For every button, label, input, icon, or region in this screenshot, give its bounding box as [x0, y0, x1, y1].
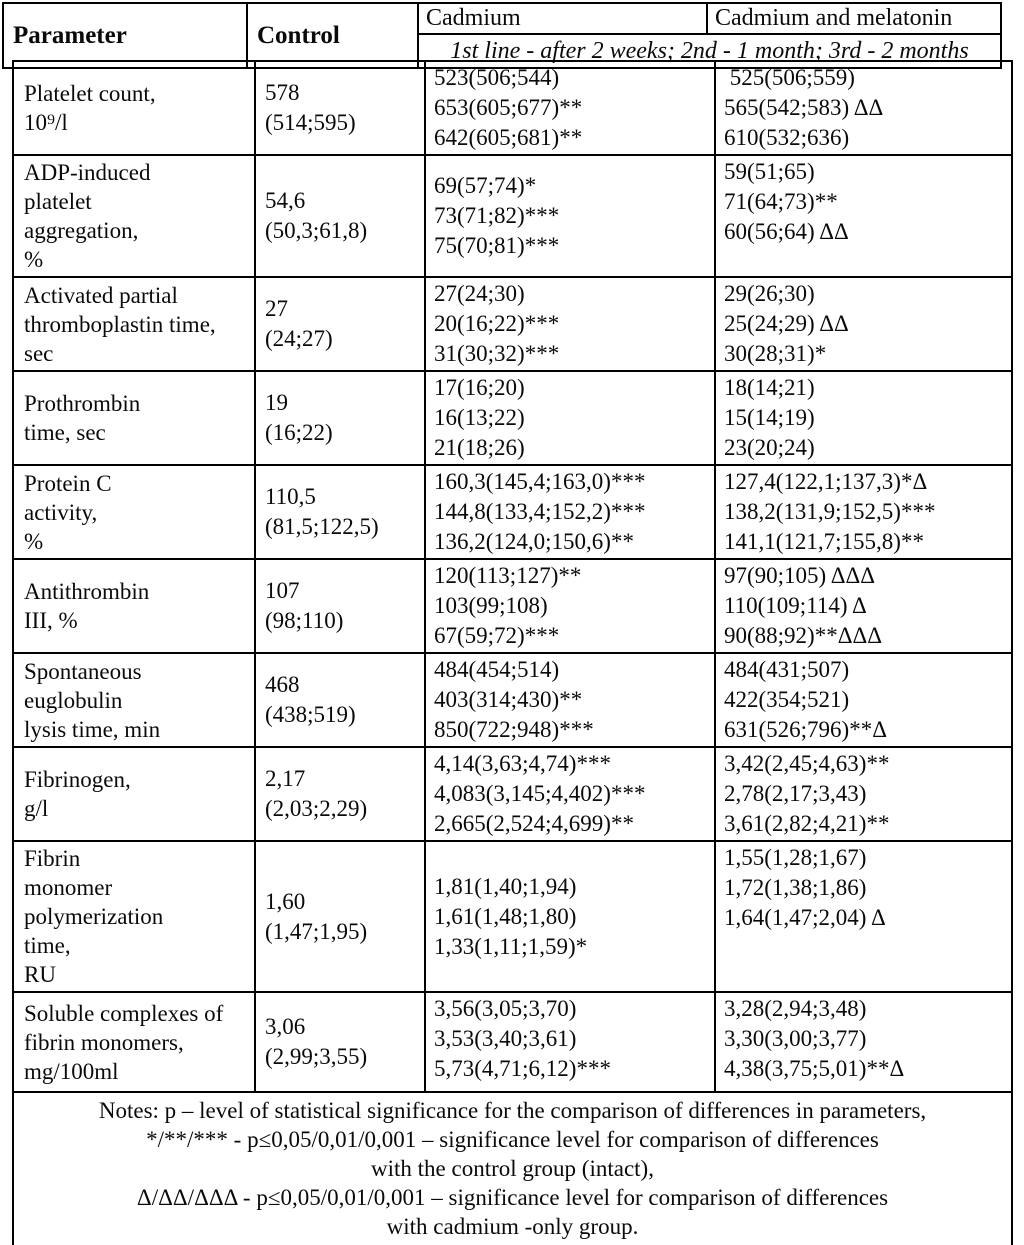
control-cell: 1,60 (1,47;1,95)	[254, 840, 426, 993]
control-cell: 107 (98;110)	[254, 558, 426, 654]
parameter-cell: Spontaneous euglobulin lysis time, min	[12, 652, 256, 748]
control-cell: 578 (514;595)	[254, 60, 426, 156]
cadmium-cell: 484(454;514) 403(314;430)** 850(722;948)…	[424, 652, 716, 748]
parameter-cell: Soluble complexes of fibrin monomers, mg…	[12, 991, 256, 1093]
table-notes: Notes: p – level of statistical signific…	[12, 1091, 1013, 1245]
header-cadmium: Cadmium	[417, 2, 708, 35]
table-row: Prothrombin time, sec 19 (16;22) 17(16;2…	[12, 370, 1013, 466]
parameter-cell: Protein C activity, %	[12, 464, 256, 560]
cadmium-melatonin-cell: 127,4(122,1;137,3)*Δ 138,2(131,9;152,5)*…	[714, 464, 1013, 560]
cadmium-melatonin-cell: 525(506;559) 565(542;583) ΔΔ 610(532;636…	[714, 60, 1013, 156]
table-row: Platelet count, 10⁹/l 578 (514;595) 523(…	[12, 60, 1013, 156]
control-cell: 468 (438;519)	[254, 652, 426, 748]
header-row-groups: Parameter Control Cadmium Cadmium and me…	[2, 2, 1002, 69]
cadmium-cell: 17(16;20) 16(13;22) 21(18;26)	[424, 370, 716, 466]
cadmium-melatonin-cell: 97(90;105) ΔΔΔ 110(109;114) Δ 90(88;92)*…	[714, 558, 1013, 654]
header-cadmium-melatonin: Cadmium and melatonin	[706, 2, 1002, 35]
table-row: Antithrombin III, % 107 (98;110) 120(113…	[12, 558, 1013, 654]
cadmium-cell: 523(506;544) 653(605;677)** 642(605;681)…	[424, 60, 716, 156]
control-cell: 110,5 (81,5;122,5)	[254, 464, 426, 560]
cadmium-cell: 1,81(1,40;1,94) 1,61(1,48;1,80) 1,33(1,1…	[424, 840, 716, 993]
cadmium-melatonin-cell: 18(14;21) 15(14;19) 23(20;24)	[714, 370, 1013, 466]
parameter-cell: Prothrombin time, sec	[12, 370, 256, 466]
header-control: Control	[246, 2, 419, 69]
table-header: Parameter Control Cadmium Cadmium and me…	[2, 2, 1002, 69]
control-cell: 3,06 (2,99;3,55)	[254, 991, 426, 1093]
table-row: Protein C activity, % 110,5 (81,5;122,5)…	[12, 464, 1013, 560]
notes-row: Notes: p – level of statistical signific…	[12, 1091, 1013, 1245]
cadmium-melatonin-cell: 484(431;507) 422(354;521) 631(526;796)**…	[714, 652, 1013, 748]
table-row: Soluble complexes of fibrin monomers, mg…	[12, 991, 1013, 1093]
data-table: Platelet count, 10⁹/l 578 (514;595) 523(…	[12, 60, 1013, 1245]
control-cell: 19 (16;22)	[254, 370, 426, 466]
cadmium-cell: 120(113;127)** 103(99;108) 67(59;72)***	[424, 558, 716, 654]
cadmium-melatonin-cell: 3,42(2,45;4,63)** 2,78(2,17;3,43) 3,61(2…	[714, 746, 1013, 842]
cadmium-cell: 4,14(3,63;4,74)*** 4,083(3,145;4,402)***…	[424, 746, 716, 842]
control-cell: 27 (24;27)	[254, 276, 426, 372]
cadmium-melatonin-cell: 1,55(1,28;1,67) 1,72(1,38;1,86) 1,64(1,4…	[714, 840, 1013, 993]
control-cell: 2,17 (2,03;2,29)	[254, 746, 426, 842]
table-row: Fibrinogen, g/l 2,17 (2,03;2,29) 4,14(3,…	[12, 746, 1013, 842]
cadmium-cell: 27(24;30) 20(16;22)*** 31(30;32)***	[424, 276, 716, 372]
parameter-cell: Platelet count, 10⁹/l	[12, 60, 256, 156]
cadmium-cell: 3,56(3,05;3,70) 3,53(3,40;3,61) 5,73(4,7…	[424, 991, 716, 1093]
table-row: Fibrin monomer polymerization time, RU 1…	[12, 840, 1013, 993]
table-row: ADP-induced platelet aggregation, % 54,6…	[12, 154, 1013, 278]
table-row: Activated partial thromboplastin time, s…	[12, 276, 1013, 372]
cadmium-melatonin-cell: 29(26;30) 25(24;29) ΔΔ 30(28;31)*	[714, 276, 1013, 372]
parameter-cell: Activated partial thromboplastin time, s…	[12, 276, 256, 372]
parameter-cell: Fibrin monomer polymerization time, RU	[12, 840, 256, 993]
cadmium-cell: 69(57;74)* 73(71;82)*** 75(70;81)***	[424, 154, 716, 278]
table-row: Spontaneous euglobulin lysis time, min 4…	[12, 652, 1013, 748]
parameter-cell: Fibrinogen, g/l	[12, 746, 256, 842]
header-parameter: Parameter	[2, 2, 248, 69]
cadmium-cell: 160,3(145,4;163,0)*** 144,8(133,4;152,2)…	[424, 464, 716, 560]
control-cell: 54,6 (50,3;61,8)	[254, 154, 426, 278]
cadmium-melatonin-cell: 59(51;65) 71(64;73)** 60(56;64) ΔΔ	[714, 154, 1013, 278]
parameter-cell: Antithrombin III, %	[12, 558, 256, 654]
cadmium-melatonin-cell: 3,28(2,94;3,48) 3,30(3,00;3,77) 4,38(3,7…	[714, 991, 1013, 1093]
parameter-cell: ADP-induced platelet aggregation, %	[12, 154, 256, 278]
